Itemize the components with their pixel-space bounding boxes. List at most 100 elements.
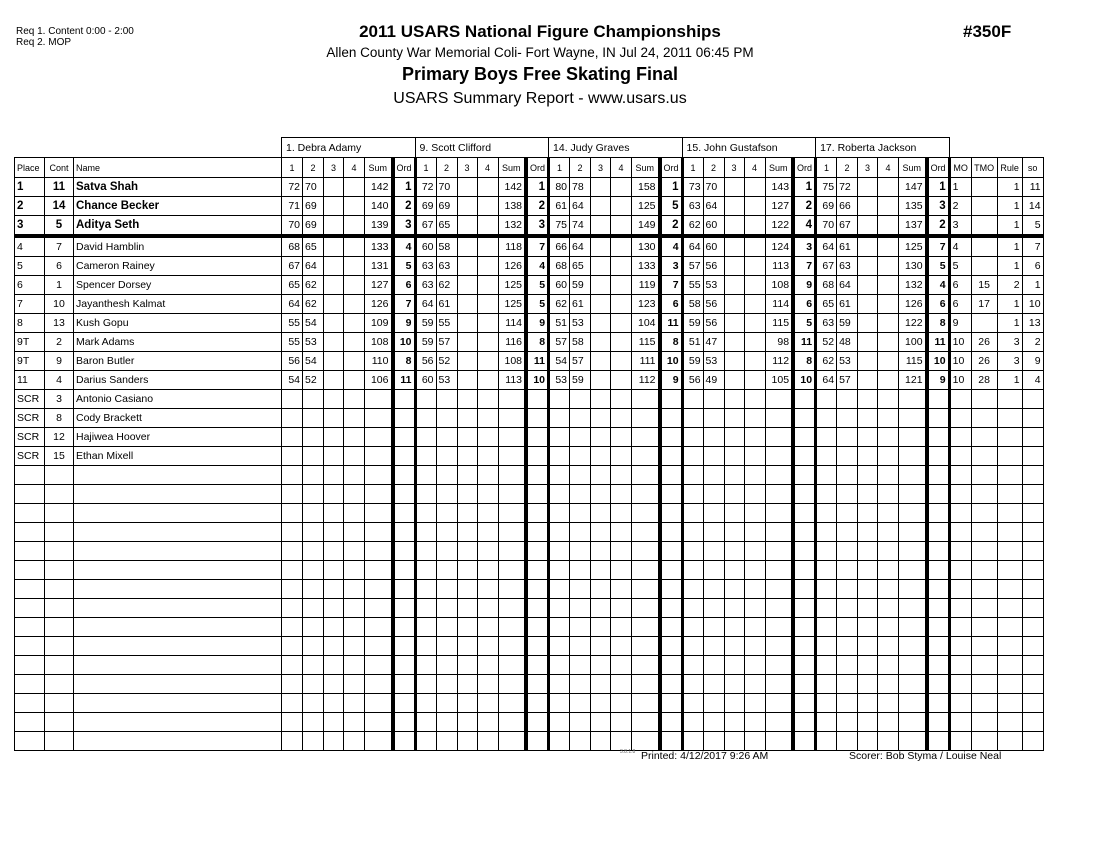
score-1 bbox=[281, 674, 303, 694]
so-value bbox=[1021, 674, 1044, 694]
ordinal bbox=[657, 731, 684, 751]
ordinal: 5 bbox=[524, 275, 550, 295]
tmo-value bbox=[970, 522, 998, 542]
tmo-value bbox=[970, 196, 998, 216]
mo-value bbox=[948, 503, 972, 523]
ordinal: 10 bbox=[657, 351, 684, 371]
score-2 bbox=[435, 484, 458, 504]
rule-value bbox=[996, 636, 1023, 656]
score-1: 54 bbox=[281, 370, 303, 390]
table-row bbox=[14, 655, 1044, 675]
score-sum bbox=[631, 731, 661, 751]
so-value bbox=[1021, 503, 1044, 523]
col-judge-4: Sum bbox=[764, 157, 794, 178]
col-judge-2: 3 bbox=[456, 157, 478, 178]
table-row bbox=[14, 712, 1044, 732]
ordinal bbox=[524, 674, 550, 694]
score-2 bbox=[435, 655, 458, 675]
score-sum bbox=[898, 598, 928, 618]
judge-name: 14. Judy Graves bbox=[548, 137, 683, 158]
score-2 bbox=[702, 674, 725, 694]
score-sum: 113 bbox=[764, 256, 794, 276]
score-sum: 132 bbox=[497, 215, 527, 238]
score-2 bbox=[702, 712, 725, 732]
score-1 bbox=[548, 617, 571, 637]
score-sum bbox=[631, 655, 661, 675]
score-sum bbox=[898, 560, 928, 580]
score-1: 60 bbox=[548, 275, 571, 295]
score-2 bbox=[836, 465, 859, 485]
place: 2 bbox=[14, 196, 45, 216]
cont: 14 bbox=[44, 196, 74, 216]
ordinal bbox=[524, 693, 550, 713]
score-2: 69 bbox=[302, 196, 324, 216]
score-sum bbox=[898, 446, 928, 466]
score-2 bbox=[702, 617, 725, 637]
skater-name: Cameron Rainey bbox=[73, 256, 282, 276]
table-row: 11 4 Darius Sanders 54 52 106 11 60 53 113 10 53 59 1… bbox=[14, 370, 1044, 390]
score-2 bbox=[836, 731, 859, 751]
score-2: 48 bbox=[836, 332, 859, 352]
ordinal: 8 bbox=[524, 332, 550, 352]
ordinal bbox=[390, 408, 417, 428]
score-1 bbox=[414, 598, 437, 618]
score-sum bbox=[631, 636, 661, 656]
score-1: 70 bbox=[281, 215, 303, 238]
tmo-value bbox=[970, 617, 998, 637]
score-2 bbox=[302, 465, 324, 485]
score-sum: 98 bbox=[764, 332, 794, 352]
so-value bbox=[1021, 408, 1044, 428]
rule-value bbox=[996, 731, 1023, 751]
table-row bbox=[14, 674, 1044, 694]
score-sum bbox=[898, 655, 928, 675]
mo-value: 5 bbox=[948, 256, 972, 276]
so-value bbox=[1021, 598, 1044, 618]
score-sum: 138 bbox=[497, 196, 527, 216]
score-sum: 158 bbox=[631, 177, 661, 197]
skater-name: Baron Butler bbox=[73, 351, 282, 371]
score-2 bbox=[569, 617, 592, 637]
score-1: 67 bbox=[815, 256, 838, 276]
ordinal: 5 bbox=[390, 256, 417, 276]
score-1: 65 bbox=[281, 275, 303, 295]
ordinal: 6 bbox=[791, 294, 818, 314]
score-1 bbox=[414, 408, 437, 428]
col-judge-3: 4 bbox=[476, 157, 499, 178]
score-sum bbox=[631, 674, 661, 694]
table-row: 1 11 Satva Shah 72 70 142 1 72 70 142 1 80 78 158 1 73 7… bbox=[14, 177, 1044, 197]
cont: 6 bbox=[44, 256, 74, 276]
score-1 bbox=[548, 465, 571, 485]
score-1 bbox=[281, 446, 303, 466]
score-1 bbox=[815, 712, 838, 732]
ordinal: 4 bbox=[657, 235, 684, 257]
skater-name: Ethan Mixell bbox=[73, 446, 282, 466]
mo-value: 2 bbox=[948, 196, 972, 216]
score-2 bbox=[435, 503, 458, 523]
so-value bbox=[1021, 617, 1044, 637]
mo-value bbox=[948, 446, 972, 466]
score-1: 57 bbox=[681, 256, 704, 276]
score-1 bbox=[815, 408, 838, 428]
rule-value bbox=[996, 693, 1023, 713]
score-1 bbox=[281, 712, 303, 732]
skater-name: Aditya Seth bbox=[73, 215, 282, 238]
score-2 bbox=[836, 427, 859, 447]
mo-value bbox=[948, 408, 972, 428]
score-1 bbox=[414, 655, 437, 675]
score-sum bbox=[497, 617, 527, 637]
score-2: 70 bbox=[435, 177, 458, 197]
ordinal: 4 bbox=[390, 235, 417, 257]
ordinal bbox=[657, 522, 684, 542]
score-1: 75 bbox=[548, 215, 571, 238]
score-2 bbox=[569, 389, 592, 409]
score-2: 74 bbox=[569, 215, 592, 238]
score-2 bbox=[435, 389, 458, 409]
score-2 bbox=[702, 427, 725, 447]
score-1: 67 bbox=[414, 215, 437, 238]
score-2 bbox=[569, 560, 592, 580]
ordinal bbox=[524, 579, 550, 599]
mo-value: 6 bbox=[948, 275, 972, 295]
mo-value bbox=[948, 541, 972, 561]
tmo-value bbox=[970, 598, 998, 618]
score-sum: 108 bbox=[764, 275, 794, 295]
